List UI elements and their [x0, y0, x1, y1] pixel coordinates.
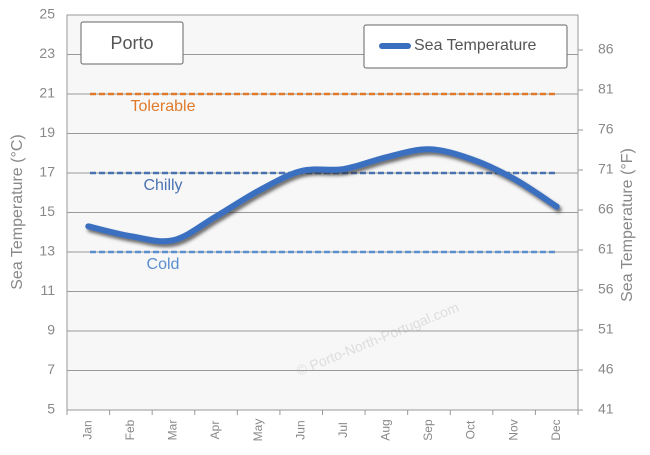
- y-tick-label: 5: [47, 401, 55, 417]
- series-line: [85, 146, 560, 245]
- y2-tick-label: 61: [598, 241, 614, 257]
- x-tick-label: Jul: [336, 422, 350, 437]
- y2-tick-label: 66: [598, 201, 614, 217]
- y2-tick-label: 41: [598, 401, 614, 417]
- x-tick-label: Dec: [549, 419, 563, 440]
- reference-label: Chilly: [143, 177, 182, 194]
- y-tick-label: 11: [40, 282, 55, 298]
- y-tick-label: 23: [39, 45, 55, 61]
- x-tick-label: Jan: [80, 420, 94, 439]
- x-tick-label: May: [251, 419, 265, 442]
- x-tick-label: Jun: [293, 420, 307, 439]
- y-tick-label: 7: [47, 361, 55, 377]
- y2-tick-label: 76: [598, 121, 614, 137]
- y-tick-label: 13: [39, 243, 55, 259]
- y-tick-label: 9: [47, 322, 55, 338]
- y2-tick-label: 56: [598, 281, 614, 297]
- y2-axis-title: Sea Temperature (°F): [619, 148, 636, 302]
- y2-tick-label: 46: [598, 361, 614, 377]
- title-box: [80, 21, 184, 65]
- y-tick-label: 17: [39, 164, 55, 180]
- y-tick-label: 19: [39, 124, 55, 140]
- x-tick-label: Mar: [166, 420, 180, 441]
- x-tick-label: Nov: [506, 419, 520, 440]
- x-tick-label: Sep: [421, 419, 435, 441]
- x-tick-label: Aug: [379, 419, 393, 440]
- chart-title: Porto: [110, 33, 153, 53]
- reference-label: Cold: [147, 256, 180, 273]
- y2-tick-label: 71: [598, 161, 614, 177]
- legend-box: [363, 24, 568, 69]
- y-tick-label: 15: [39, 203, 55, 219]
- x-tick-label: Oct: [464, 420, 478, 439]
- y2-tick-label: 81: [598, 81, 614, 97]
- y2-tick-label: 86: [598, 41, 614, 57]
- x-tick-label: Apr: [208, 421, 222, 440]
- y-tick-label: 21: [39, 85, 55, 101]
- y2-tick-label: 51: [598, 321, 614, 337]
- y-tick-label: 25: [39, 6, 55, 22]
- legend-label: Sea Temperature: [414, 37, 537, 54]
- reference-label: Tolerable: [131, 98, 196, 115]
- y-axis-title: Sea Temperature (°C): [9, 134, 26, 290]
- x-tick-label: Feb: [123, 419, 137, 440]
